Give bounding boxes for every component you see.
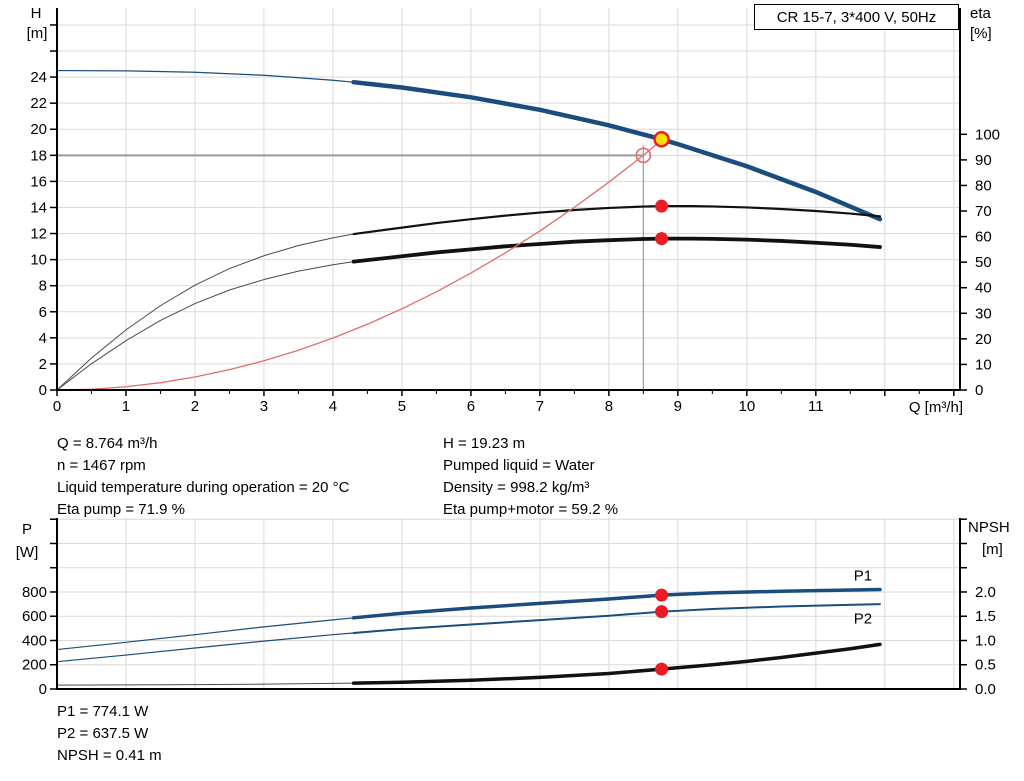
x-axis-label: Q [m³/h]: [909, 399, 963, 416]
y-left-tick-label: 8: [39, 278, 47, 295]
y-left-tick-label: 0: [39, 681, 47, 698]
info-pumped-liquid: Pumped liquid = Water: [443, 457, 595, 474]
operating-point: [653, 131, 670, 148]
x-tick-label: 5: [398, 398, 406, 415]
info-liquid-temp: Liquid temperature during operation = 20…: [57, 479, 350, 496]
eta-pump-motor-point: [655, 232, 669, 246]
y-left-tick-label: 12: [30, 226, 47, 243]
y-left-tick-label: 0: [39, 382, 47, 399]
y-right-tick-label: 30: [975, 305, 992, 322]
info-h: H = 19.23 m: [443, 435, 526, 452]
y-left-tick-label: 6: [39, 304, 47, 321]
y-left-tick-label: 200: [22, 657, 47, 674]
y-left-tick-label: 400: [22, 632, 47, 649]
x-tick-label: 2: [191, 398, 199, 415]
p1-label: P1: [854, 567, 872, 584]
x-tick-label: 4: [329, 398, 337, 415]
qh-eta-chart: 0246810121416182022240102030405060708090…: [27, 5, 1000, 416]
npsh-curve-low: [56, 682, 355, 686]
y-right-tick-label: 50: [975, 254, 992, 271]
power-data-block: P1 = 774.1 W P2 = 637.5 W NPSH = 0.41 m: [57, 701, 162, 767]
info-eta-pump: Eta pump = 71.9 %: [57, 501, 185, 518]
info-p2: P2 = 637.5 W: [57, 725, 149, 742]
y-left-tick-label: 2: [39, 356, 47, 373]
eta-pump-curve-low: [56, 233, 355, 391]
eta-pump-point: [655, 199, 669, 213]
y-left-tick-label: 800: [22, 584, 47, 601]
y-right-tick-label: 70: [975, 203, 992, 220]
y-right-axis-label: [%]: [970, 25, 992, 42]
y-left-tick-label: 20: [30, 121, 47, 138]
system-curve: [56, 137, 665, 391]
info-eta-pump-motor: Eta pump+motor = 59.2 %: [443, 501, 619, 518]
power-npsh-chart: 0 200 400 600 800 0.0 0.5 1.0 1.5 2.0 P [W] NPSH [m] P…: [16, 518, 1010, 698]
p1-point: [655, 588, 669, 602]
y-right-tick-label: 20: [975, 331, 992, 348]
y-left-tick-label: 24: [30, 69, 47, 86]
y-left-tick-label: 4: [39, 330, 47, 347]
y-left-tick-label: 22: [30, 95, 47, 112]
x-tick-label: 7: [536, 398, 544, 415]
y-right-tick-label: 10: [975, 356, 992, 373]
p2-curve-low: [56, 632, 355, 663]
p1-curve: [351, 587, 882, 620]
qh-curve: [351, 79, 883, 222]
y-right-tick-label: 40: [975, 280, 992, 297]
y-right-tick-label: 1.5: [975, 608, 996, 625]
y-left-axis-label: P: [22, 521, 32, 538]
y-left-axis-label: [W]: [16, 544, 39, 561]
y-left-tick-label: 14: [30, 199, 47, 216]
y-right-tick-label: 80: [975, 177, 992, 194]
npsh-curve: [351, 642, 882, 685]
y-left-axis-label: [m]: [27, 25, 48, 42]
eta-pump-curve: [352, 205, 882, 236]
operating-data-right: H = 19.23 m Pumped liquid = Water Densit…: [443, 433, 618, 521]
p2-curve: [352, 603, 881, 634]
x-tick-label: 6: [467, 398, 475, 415]
info-npsh: NPSH = 0.41 m: [57, 747, 162, 764]
y-left-tick-label: 18: [30, 147, 47, 164]
eta-pump-motor-curve: [351, 236, 882, 264]
y-left-tick-label: 16: [30, 173, 47, 190]
y-right-axis-label: NPSH: [968, 519, 1010, 536]
p1-curve-low: [56, 617, 355, 651]
info-n: n = 1467 rpm: [57, 457, 146, 474]
y-right-axis-label: [m]: [982, 541, 1003, 558]
y-left-tick-label: 10: [30, 252, 47, 269]
x-tick-label: 8: [605, 398, 613, 415]
y-right-tick-label: 0.0: [975, 681, 996, 698]
x-tick-label: 3: [260, 398, 268, 415]
y-right-tick-label: 100: [975, 126, 1000, 143]
y-right-tick-label: 60: [975, 229, 992, 246]
x-tick-label: 10: [738, 398, 755, 415]
p2-label: P2: [854, 611, 872, 628]
x-tick-label: 1: [122, 398, 130, 415]
npsh-point: [655, 662, 669, 676]
y-right-tick-label: 2.0: [975, 584, 996, 601]
y-right-tick-label: 90: [975, 152, 992, 169]
p2-point: [655, 605, 669, 619]
y-right-axis-label: eta: [970, 5, 992, 22]
y-right-tick-label: 1.0: [975, 632, 996, 649]
pump-title-box: CR 15-7, 3*400 V, 50Hz: [754, 4, 959, 30]
x-tick-label: 0: [53, 398, 61, 415]
y-left-axis-label: H: [31, 5, 42, 22]
y-left-tick-label: 600: [22, 608, 47, 625]
info-density: Density = 998.2 kg/m³: [443, 479, 590, 496]
operating-data-left: Q = 8.764 m³/h n = 1467 rpm Liquid tempe…: [57, 433, 349, 521]
info-q: Q = 8.764 m³/h: [57, 435, 158, 452]
y-right-tick-label: 0.5: [975, 657, 996, 674]
y-right-tick-label: 0: [975, 382, 983, 399]
eta-pump-motor-curve-low: [56, 261, 355, 391]
qh-curve-low: [56, 69, 355, 83]
x-tick-label: 11: [808, 398, 824, 415]
x-tick-label: 9: [674, 398, 682, 415]
requested-duty-point: [635, 147, 652, 164]
info-p1: P1 = 774.1 W: [57, 703, 149, 720]
